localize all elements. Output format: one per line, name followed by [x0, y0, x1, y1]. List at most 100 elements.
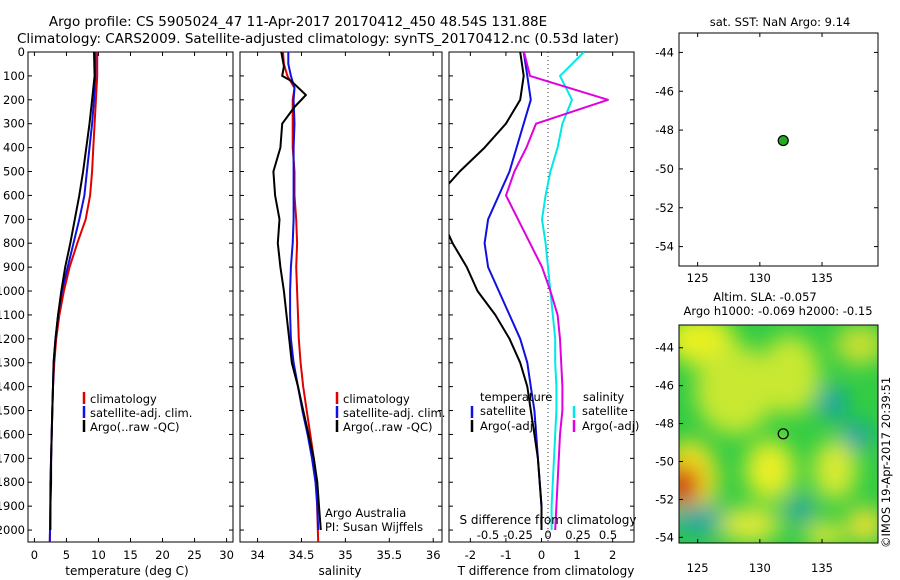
legend-heading-temperature: temperature: [480, 390, 552, 404]
x-tick-label: 0: [31, 548, 38, 562]
difference-depth-ticks: [449, 51, 634, 531]
series-line-argo-raw-qc: [272, 52, 322, 531]
x-tick-label: -1: [500, 548, 511, 562]
difference-s-ticks: -0.5 -0.25 0 0.25 0.5: [477, 528, 617, 542]
y-tick-label: -52: [655, 492, 674, 506]
x-tick-label: 34: [250, 548, 265, 562]
x-tick-label: 135: [811, 271, 833, 285]
difference-xlabel-top: S difference from climatology: [460, 513, 637, 527]
salinity-axes-frame: [239, 51, 443, 543]
sla-heatmap: [679, 325, 878, 543]
series-line-s-argo-adj: [505, 52, 609, 531]
series-line-argo-raw-qc: [49, 52, 96, 530]
depth-tick-label: 1200: [0, 332, 25, 346]
depth-tick-label: 1900: [0, 499, 25, 513]
x-tick-label: 20: [155, 548, 170, 562]
y-tick-label: -50: [655, 454, 674, 468]
salinity-legend: climatology satellite-adj. clim. Argo(..…: [335, 392, 445, 434]
series-line-t-argo-adj: [449, 52, 543, 530]
difference-x-ticks: -2 -1 0 1 2: [465, 52, 616, 562]
depth-tick-label: 700: [3, 212, 25, 226]
legend-label-climatology: climatology: [343, 392, 410, 406]
depth-tick-label: 1500: [0, 404, 25, 418]
depth-tick-label: 100: [3, 69, 25, 83]
legend-label-climatology: climatology: [90, 392, 157, 406]
sla-blob: [835, 325, 878, 365]
depth-tick-label: 800: [3, 236, 25, 250]
depth-tick-label: 200: [3, 93, 25, 107]
y-tick-label: -48: [655, 123, 674, 137]
salinity-panel: 34 34.5 35 35.5 36 salinity climatology sate…: [239, 51, 445, 578]
depth-tick-label: 1600: [0, 427, 25, 441]
depth-tick-label: 300: [3, 117, 25, 131]
legend-label-argo: Argo(..raw -QC): [90, 420, 180, 434]
x-tick-label: 2: [609, 548, 616, 562]
argo-location-marker: [777, 134, 789, 147]
depth-tick-label: 1100: [0, 308, 25, 322]
depth-tick-label: 1800: [0, 475, 25, 489]
x-tick-label: 0: [538, 548, 545, 562]
legend-label-satellite: satellite-adj. clim.: [343, 406, 445, 420]
sla-blob: [695, 345, 775, 435]
salinity-depth-ticks: [240, 51, 442, 531]
difference-series-group: [449, 52, 609, 531]
x-tick-label: 1: [573, 548, 580, 562]
x-tick-label: -2: [465, 548, 476, 562]
x-tick-label: 135: [811, 561, 833, 575]
x-tick-label: 30: [219, 548, 234, 562]
x-tick-label: 25: [187, 548, 202, 562]
depth-tick-label: 1700: [0, 451, 25, 465]
sla-blob: [813, 440, 857, 500]
temperature-series-group: [48, 52, 99, 542]
salinity-xlabel: salinity: [318, 564, 361, 578]
x-tick-label: 35.5: [376, 548, 402, 562]
x-tick-label: 15: [123, 548, 138, 562]
temperature-legend: climatology satellite-adj. clim. Argo(..…: [82, 392, 192, 434]
legend-label-s-satellite: satellite: [582, 404, 628, 418]
sla-blob: [805, 523, 845, 543]
sla-blob: [785, 495, 815, 525]
temperature-panel: 0100200300400500600700800900100011001200…: [0, 45, 234, 578]
location-axes-frame: [678, 32, 879, 267]
legend-label-satellite: satellite-adj. clim.: [90, 406, 192, 420]
y-tick-label: -50: [655, 162, 674, 176]
salinity-x-ticks: 34 34.5 35 35.5 36: [250, 52, 441, 562]
location-title: sat. SST: NaN Argo: 9.14: [710, 15, 851, 29]
s-tick-label: 0: [544, 528, 551, 542]
s-tick-label: 0.25: [565, 528, 591, 542]
temperature-axes-frame: [27, 51, 234, 543]
depth-tick-label: 900: [3, 260, 25, 274]
sla-axes-frame: [678, 324, 879, 544]
depth-tick-label: 1300: [0, 356, 25, 370]
difference-xlabel: T difference from climatology: [457, 564, 635, 578]
x-tick-label: 125: [687, 561, 709, 575]
sla-blob: [679, 504, 730, 536]
sla-field-blobs: [679, 325, 878, 543]
x-tick-label: 10: [91, 548, 106, 562]
y-tick-label: -46: [655, 84, 674, 98]
x-tick-label: 130: [749, 271, 771, 285]
temperature-depth-ticks: 0 100 200 300 400 500 600 700 800 900 1000 1100 1200…: [0, 45, 233, 537]
y-tick-label: -54: [655, 530, 674, 544]
figure-title-line1: Argo profile: CS 5905024_47 11-Apr-2017 …: [49, 14, 547, 30]
sla-title-line2: Argo h1000: -0.069 h2000: -0.15: [683, 304, 872, 318]
y-tick-label: -46: [655, 379, 674, 393]
salinity-annotation-pi: PI: Susan Wijffels: [325, 520, 423, 534]
x-tick-label: 130: [749, 561, 771, 575]
sla-blob: [720, 507, 780, 543]
y-tick-label: -54: [655, 240, 674, 254]
x-tick-label: 36: [426, 548, 441, 562]
legend-label-t-satellite: satellite: [480, 404, 526, 418]
sla-blob: [847, 507, 878, 543]
sla-credit: ©IMOS 19-Apr-2017 20:39:51: [879, 377, 893, 548]
location-panel: sat. SST: NaN Argo: 9.14 -44 -46 -48 -50 -52…: [655, 15, 879, 285]
legend-label-argo: Argo(..raw -QC): [343, 420, 433, 434]
series-line-satellite-adj-clim: [287, 52, 320, 531]
difference-panel: -2 -1 0 1 2 -0.5 -0.25 0 0.25 0.5 T difference f…: [448, 51, 639, 578]
salinity-annotation-org: Argo Australia: [325, 506, 406, 520]
depth-tick-label: 600: [3, 188, 25, 202]
sla-title-line1: Altim. SLA: -0.057: [713, 290, 817, 304]
depth-tick-label: 2000: [0, 523, 25, 537]
depth-tick-label: 0: [18, 45, 25, 59]
